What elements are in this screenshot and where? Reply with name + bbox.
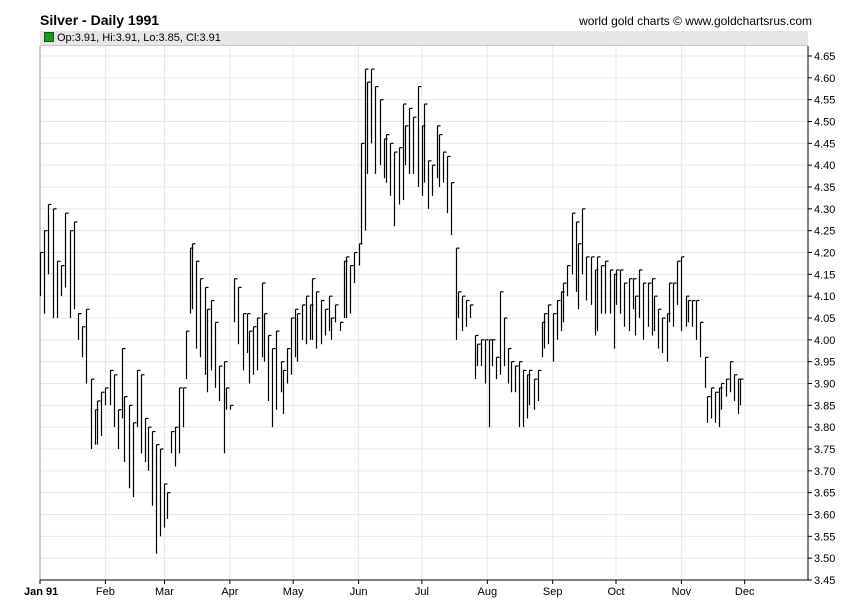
y-tick-label: 4.65 [814,51,835,63]
ohlc-readout: Op:3.91, Hi:3.91, Lo:3.85, Cl:3.91 [40,31,808,46]
y-tick-label: 3.75 [814,444,835,456]
y-tick-label: 3.65 [814,488,835,500]
y-tick-label: 3.60 [814,510,835,522]
y-tick-label: 4.55 [814,95,835,107]
y-tick-label: 4.40 [814,160,835,172]
x-tick-label: Apr [221,586,238,598]
y-tick-label: 3.80 [814,422,835,434]
x-tick-label: Jun [350,586,368,598]
y-tick-label: 4.10 [814,291,835,303]
y-tick-label: 4.25 [814,226,835,238]
x-tick-label: Nov [672,586,692,598]
y-tick-label: 4.05 [814,313,835,325]
y-tick-label: 3.95 [814,357,835,369]
x-tick-label: Aug [478,586,498,598]
y-tick-label: 4.50 [814,117,835,129]
x-tick-label: Jul [415,586,429,598]
x-tick-label: Feb [96,586,115,598]
y-tick-label: 3.45 [814,575,835,587]
y-tick-label: 3.55 [814,531,835,543]
ohlc-text: Op:3.91, Hi:3.91, Lo:3.85, Cl:3.91 [57,32,221,44]
source-credit: world gold charts © www.goldchartsrus.co… [579,14,812,28]
x-tick-label: May [283,586,304,598]
x-tick-label: Dec [735,586,755,598]
y-tick-label: 3.50 [814,553,835,565]
x-tick-label: Jan 91 [24,586,58,598]
y-tick-label: 3.70 [814,466,835,478]
y-tick-label: 4.00 [814,335,835,347]
y-tick-label: 4.15 [814,269,835,281]
x-tick-label: Oct [607,586,624,598]
chart-title: Silver - Daily 1991 [40,12,160,28]
x-tick-label: Sep [543,586,563,598]
y-tick-label: 4.30 [814,204,835,216]
y-tick-label: 4.45 [814,138,835,150]
y-tick-label: 4.60 [814,73,835,85]
y-tick-label: 4.20 [814,248,835,260]
x-tick-label: Mar [155,586,174,598]
y-tick-label: 4.35 [814,182,835,194]
y-tick-label: 3.85 [814,400,835,412]
y-tick-label: 3.90 [814,379,835,391]
series-swatch-icon [44,32,54,42]
